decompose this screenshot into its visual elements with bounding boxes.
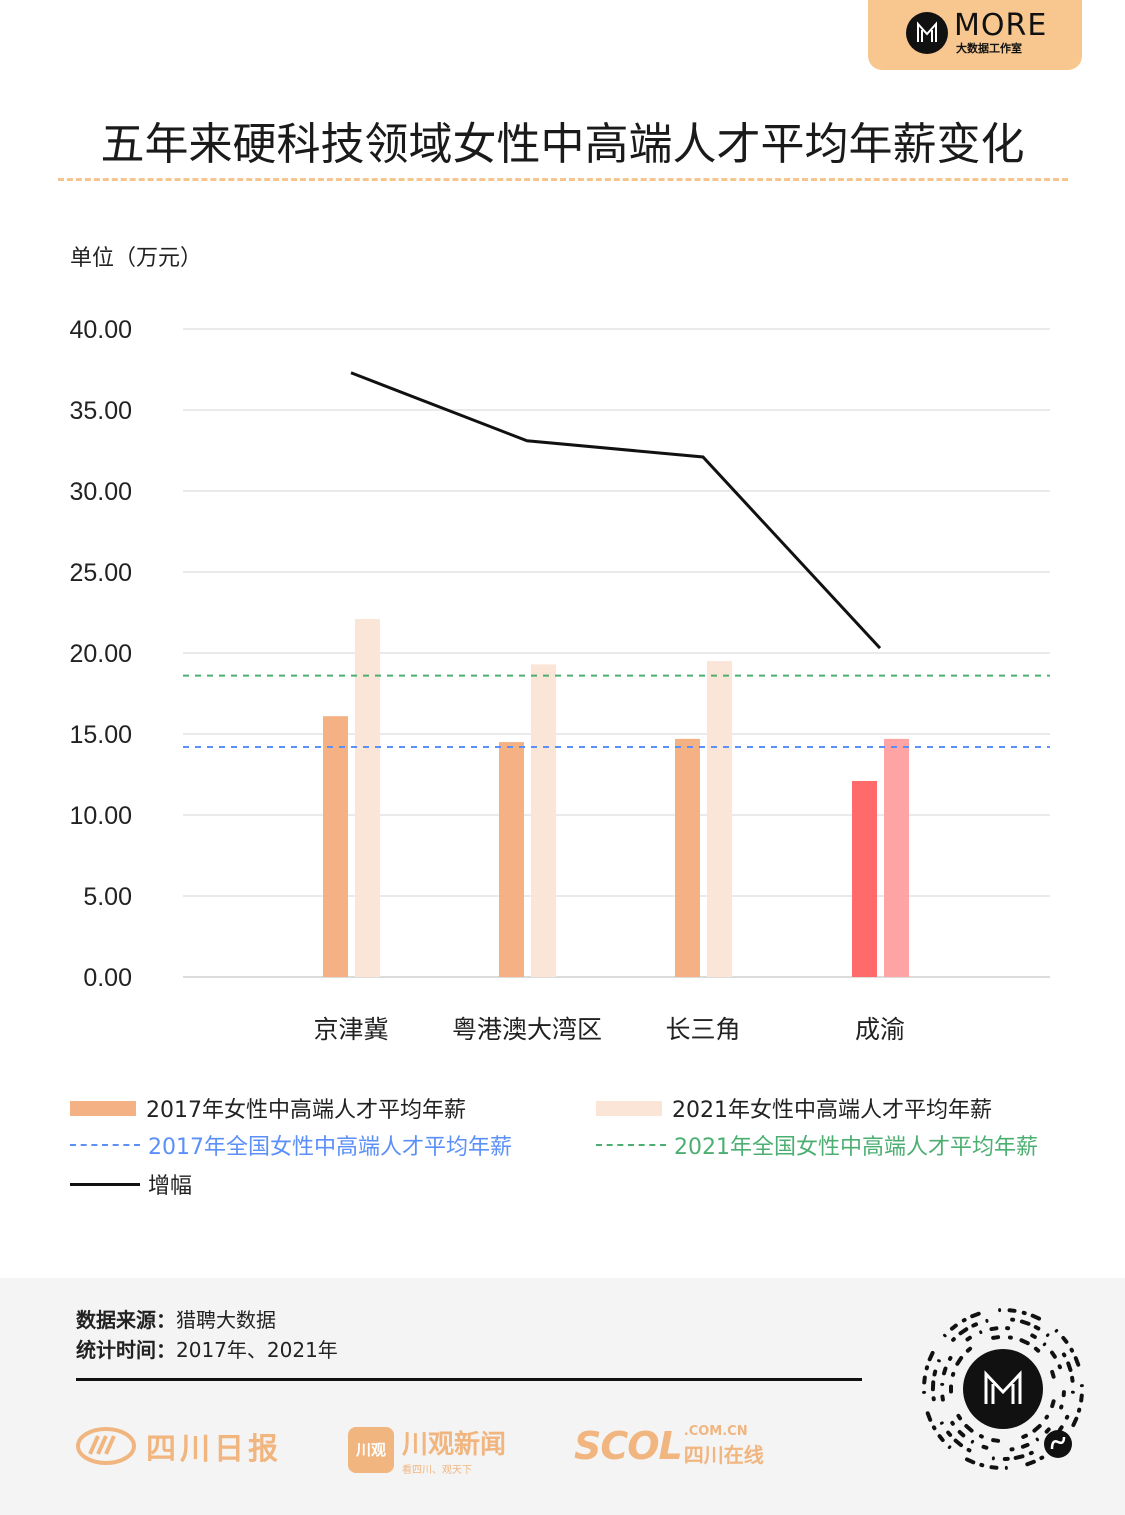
legend-item-national-2017: 2017年全国女性中高端人才平均年薪 xyxy=(70,1129,512,1161)
legend-label-national-2021: 2021年全国女性中高端人才平均年薪 xyxy=(674,1135,1038,1160)
page-title: 五年来硬科技领域女性中高端人才平均年薪变化 xyxy=(100,119,1025,170)
y-tick-label: 15.00 xyxy=(69,721,132,749)
bar-2017 xyxy=(852,780,877,977)
data-source-value: 猎聘大数据 xyxy=(176,1308,276,1332)
chart: 单位（万元） 0.00 5.00 10.00 15.00 20.00 25.00 30.00 3… xyxy=(69,246,1050,1044)
x-category-label: 长三角 xyxy=(665,1015,740,1044)
sichuan-daily-icon xyxy=(76,1427,136,1465)
chuanguan-logo: 川观 川观新闻 看四川、观天下 xyxy=(348,1424,506,1476)
y-tick-label: 30.00 xyxy=(69,478,132,506)
legend-line-growth xyxy=(70,1182,140,1186)
bar-2017 xyxy=(323,716,348,977)
chuanguan-mark: 川观 xyxy=(348,1427,394,1473)
footer: 数据来源：猎聘大数据 统计时间：2017年、2021年 四川日报 川观 川观新闻… xyxy=(0,1278,1125,1515)
legend-label-2021: 2021年女性中高端人才平均年薪 xyxy=(672,1098,992,1123)
scol-domain: .COM.CN xyxy=(683,1424,748,1439)
y-unit-label: 单位（万元） xyxy=(70,246,202,271)
brand-tab xyxy=(868,0,1082,70)
brand-word: MORE xyxy=(954,8,1048,43)
bar-2021 xyxy=(531,664,556,977)
more-logo-icon xyxy=(984,1370,1022,1404)
data-source: 数据来源：猎聘大数据 xyxy=(76,1304,276,1333)
mini-program-qr-code xyxy=(922,1308,1084,1470)
bar-2017 xyxy=(499,742,524,977)
x-category-label: 粤港澳大湾区 xyxy=(452,1015,602,1044)
bar-2021 xyxy=(355,618,380,977)
title-divider xyxy=(58,178,1068,181)
y-tick-label: 5.00 xyxy=(83,883,132,911)
scol-cn: 四川在线 xyxy=(683,1443,764,1467)
chuanguan-slogan: 看四川、观天下 xyxy=(402,1465,472,1476)
y-tick-label: 0.00 xyxy=(83,964,132,992)
y-tick-label: 35.00 xyxy=(69,397,132,425)
legend-label-national-2017: 2017年全国女性中高端人才平均年薪 xyxy=(148,1135,512,1160)
more-logo-icon xyxy=(906,12,948,54)
chuanguan-text-block: 川观新闻 看四川、观天下 xyxy=(402,1424,506,1476)
scol-text: SCOL xyxy=(574,1424,683,1468)
data-source-label: 数据来源： xyxy=(76,1308,176,1332)
y-tick-label: 25.00 xyxy=(69,559,132,587)
legend-dash-national-2017 xyxy=(70,1144,140,1146)
legend-item-2021: 2021年女性中高端人才平均年薪 xyxy=(596,1092,992,1124)
y-tick-label: 20.00 xyxy=(69,640,132,668)
bar-2021 xyxy=(884,738,909,977)
footer-divider xyxy=(76,1378,862,1381)
legend-label-2017: 2017年女性中高端人才平均年薪 xyxy=(146,1098,466,1123)
mini-program-icon xyxy=(1044,1430,1072,1458)
growth-line xyxy=(350,371,882,650)
stat-time: 统计时间：2017年、2021年 xyxy=(76,1334,338,1363)
stat-time-value: 2017年、2021年 xyxy=(176,1338,338,1362)
scol-logo: SCOL .COM.CN 四川在线 xyxy=(574,1424,764,1468)
legend-label-growth: 增幅 xyxy=(148,1174,193,1199)
y-tick-label: 10.00 xyxy=(69,802,132,830)
x-category-label: 成渝 xyxy=(855,1015,905,1044)
brand-subtitle: 大数据工作室 xyxy=(956,42,1022,55)
sichuan-daily-logo: 四川日报 xyxy=(76,1424,282,1468)
legend-dash-national-2021 xyxy=(596,1144,666,1146)
chuanguan-text: 川观新闻 xyxy=(402,1430,507,1460)
legend-swatch-2021 xyxy=(596,1100,662,1116)
legend-item-2017: 2017年女性中高端人才平均年薪 xyxy=(70,1092,466,1124)
x-category-label: 京津冀 xyxy=(313,1015,388,1044)
legend-item-growth: 增幅 xyxy=(70,1168,192,1200)
stat-time-label: 统计时间： xyxy=(76,1338,176,1362)
bar-2017 xyxy=(675,738,700,977)
bar-2021 xyxy=(707,661,732,977)
sichuan-daily-text: 四川日报 xyxy=(146,1432,282,1467)
legend-item-national-2021: 2021年全国女性中高端人才平均年薪 xyxy=(596,1129,1038,1161)
y-tick-label: 40.00 xyxy=(69,316,132,344)
scol-text-block: .COM.CN 四川在线 xyxy=(684,1424,764,1468)
legend-swatch-2017 xyxy=(70,1100,136,1116)
